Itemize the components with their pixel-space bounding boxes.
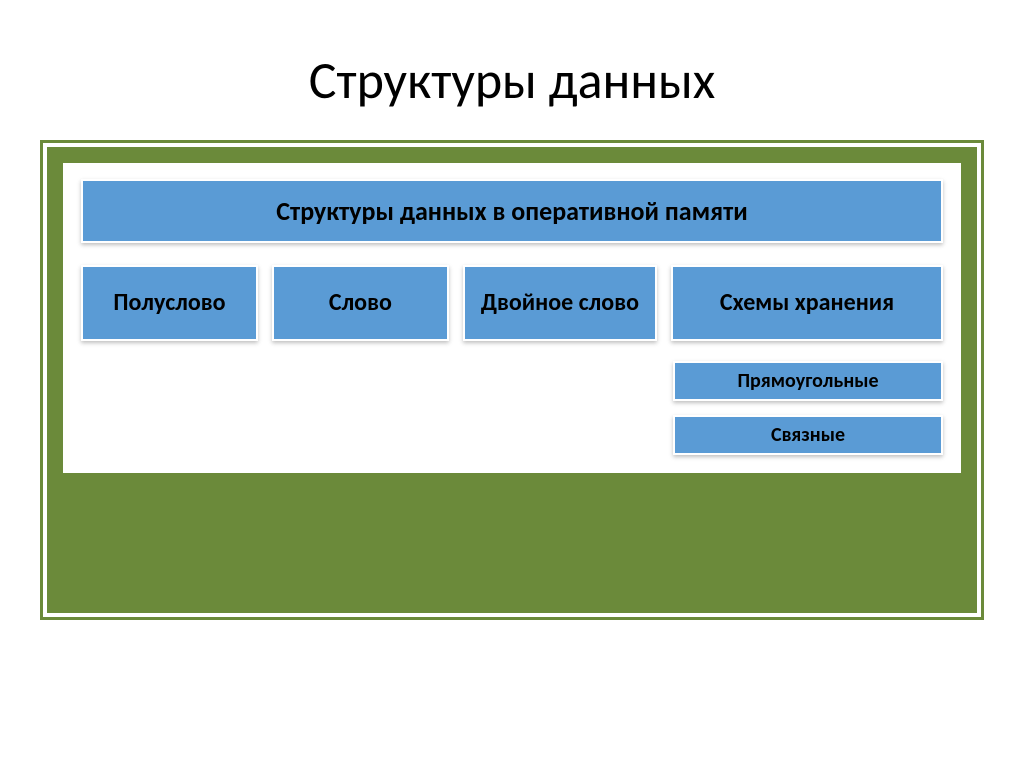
box-doubleword: Двойное слово: [463, 265, 657, 341]
sub-column: Прямоугольные Связные: [673, 361, 943, 455]
sub-box-rectangular: Прямоугольные: [673, 361, 943, 401]
box-doubleword-label: Двойное слово: [481, 290, 639, 316]
slide: Структуры данных Структуры данных в опер…: [0, 0, 1024, 767]
box-halfword-label: Полуслово: [113, 290, 225, 316]
diagram-content-area: Структуры данных в оперативной памяти По…: [63, 163, 961, 473]
header-box: Структуры данных в оперативной памяти: [81, 179, 943, 243]
box-storage-schemes-label: Схемы хранения: [720, 290, 894, 316]
box-word-label: Слово: [329, 290, 392, 316]
box-halfword: Полуслово: [81, 265, 258, 341]
diagram-frame: Структуры данных в оперативной памяти По…: [40, 140, 984, 620]
box-storage-schemes: Схемы хранения: [671, 265, 943, 341]
slide-title: Структуры данных: [0, 0, 1024, 140]
sub-box-rectangular-label: Прямоугольные: [737, 369, 878, 393]
sub-box-linked: Связные: [673, 415, 943, 455]
sub-box-linked-label: Связные: [771, 423, 845, 447]
header-box-label: Структуры данных в оперативной памяти: [276, 195, 747, 227]
category-row: Полуслово Слово Двойное слово Схемы хран…: [81, 265, 943, 341]
diagram-panel: Структуры данных в оперативной памяти По…: [47, 147, 977, 613]
box-word: Слово: [272, 265, 449, 341]
